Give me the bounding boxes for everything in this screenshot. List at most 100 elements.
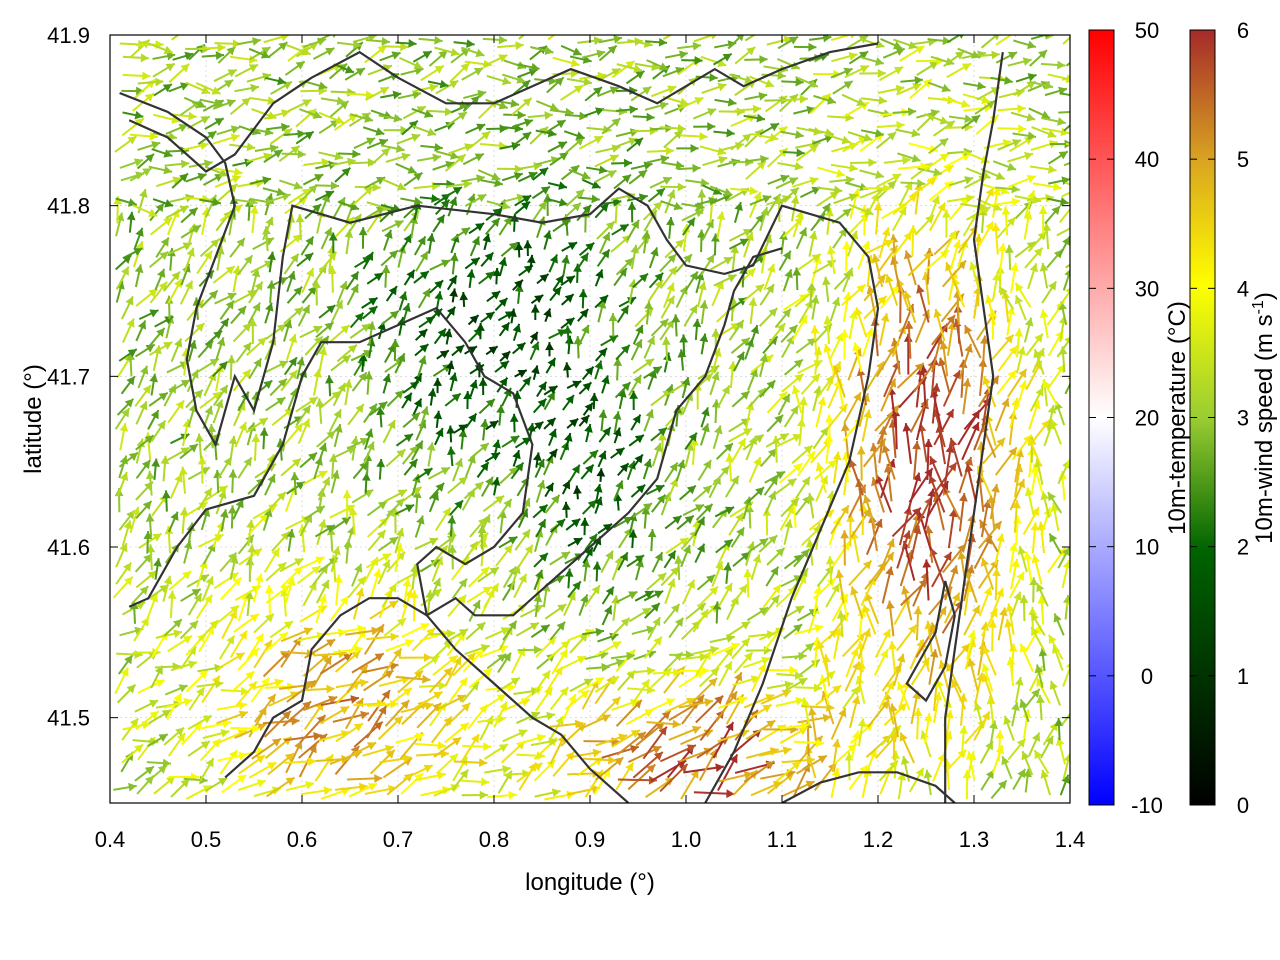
wind-arrow-shaft: [1056, 227, 1070, 237]
wind-arrow-head: [559, 687, 569, 697]
wind-arrow-head: [753, 457, 762, 467]
wind-arrow-head: [471, 734, 479, 744]
wind-arrow-head: [378, 705, 387, 715]
wind-arrow-head: [555, 575, 565, 584]
wind-arrow-head: [144, 766, 154, 775]
wind-arrow-head: [302, 405, 311, 415]
wind-arrow-head: [608, 335, 619, 344]
wind-arrow-head: [1024, 317, 1034, 327]
wind-arrow-head: [215, 399, 224, 409]
wind-arrow-head: [699, 333, 709, 343]
wind-arrow-head: [1048, 634, 1057, 644]
wind-arrow-head: [439, 350, 449, 359]
wind-arrow-head: [521, 80, 531, 89]
wind-arrow-head: [808, 230, 818, 240]
wind-arrow-head: [382, 64, 392, 73]
wind-arrow-head: [915, 767, 924, 777]
wind-arrow-head: [508, 566, 517, 576]
wind-arrow-shaft: [1062, 665, 1070, 687]
wind-arrow-head: [543, 230, 552, 240]
wind-arrow-head: [142, 168, 152, 177]
wind-arrow-head: [808, 79, 818, 88]
wind-arrow-head: [248, 64, 258, 73]
wind-arrow-head: [466, 269, 476, 278]
wind-arrow-head: [705, 574, 715, 584]
wind-arrow-head: [348, 507, 358, 516]
wind-arrow-head: [226, 355, 236, 364]
wind-arrow-head: [831, 767, 841, 777]
wind-arrow-head: [981, 663, 990, 673]
wind-arrow-head: [637, 170, 647, 179]
wind-arrow-head: [654, 280, 663, 290]
wind-arrow-head: [1005, 244, 1014, 253]
wind-arrow-head: [282, 128, 293, 137]
wind-arrow-head: [774, 414, 784, 424]
wind-arrow-head: [159, 251, 169, 261]
wind-arrow-head: [541, 583, 551, 592]
wind-arrow-head: [634, 434, 644, 444]
wind-arrow-head: [122, 562, 132, 572]
wind-arrow-head: [312, 110, 322, 119]
wind-arrow-head: [538, 201, 547, 211]
wind-arrow-head: [669, 462, 678, 472]
wind-arrow-head: [396, 618, 406, 627]
wind-arrow-head: [398, 291, 408, 301]
wind-arrow-head: [1036, 583, 1045, 593]
wind-arrow-head: [190, 369, 199, 379]
wind-arrow-head: [503, 498, 512, 509]
wind-arrow-head: [697, 189, 707, 198]
wind-arrow-head: [923, 713, 933, 722]
wind-arrow-head: [556, 621, 566, 631]
wind-arrow-head: [148, 699, 159, 708]
wind-arrow-head: [304, 131, 314, 140]
wind-arrow-head: [985, 187, 994, 197]
wind-arrow-head: [770, 595, 780, 605]
wind-arrow-head: [514, 242, 524, 251]
wind-arrow-head: [536, 751, 545, 761]
wind-arrow-head: [292, 234, 302, 243]
wind-arrow-head: [817, 755, 827, 764]
wind-arrow-head: [367, 783, 378, 792]
wind-arrow-head: [849, 163, 858, 173]
wind-arrow-head: [297, 129, 306, 139]
wind-arrow-head: [902, 530, 912, 540]
wind-arrow-head: [750, 675, 760, 684]
wind-arrow-head: [145, 513, 155, 522]
wind-arrow-head: [895, 84, 905, 94]
wind-arrow-head: [318, 442, 328, 452]
wind-arrow-head: [598, 348, 607, 358]
wind-arrow-head: [725, 453, 735, 462]
wind-arrow-head: [654, 552, 663, 562]
wind-arrow-head: [730, 244, 739, 254]
wind-arrow-head: [798, 227, 807, 237]
wind-arrow-head: [381, 690, 390, 700]
wind-arrow-head: [188, 207, 198, 217]
wind-arrow-head: [992, 187, 1001, 196]
wind-arrow-head: [432, 153, 442, 163]
wind-arrow-head: [504, 544, 513, 554]
wind-arrow-head: [430, 559, 440, 568]
wind-arrow-head: [1008, 447, 1017, 457]
wind-arrow-head: [850, 586, 859, 596]
wind-arrow-head: [643, 300, 653, 310]
wind-arrow-head: [302, 418, 311, 428]
wind-arrow-head: [166, 776, 176, 785]
wind-arrow-head: [308, 184, 318, 194]
wind-arrow-head: [822, 713, 832, 723]
wind-arrow-head: [235, 652, 245, 661]
wind-arrow-head: [838, 708, 847, 718]
wind-arrow-head: [782, 746, 792, 755]
wind-arrow-head: [653, 751, 663, 761]
wind-arrow-head: [203, 250, 213, 260]
wind-arrow-head: [666, 295, 675, 305]
wind-arrow-head: [727, 274, 737, 283]
wind-arrow-head: [591, 194, 600, 204]
wind-arrow-head: [1061, 774, 1070, 784]
wind-arrow-head: [1014, 676, 1024, 686]
wind-arrow-head: [516, 342, 526, 352]
wind-arrow-head: [459, 769, 469, 779]
wind-arrow-head: [880, 649, 889, 659]
wind-arrow-head: [584, 424, 593, 433]
wind-arrow-head: [794, 671, 804, 680]
wind-arrow-head: [384, 744, 394, 754]
